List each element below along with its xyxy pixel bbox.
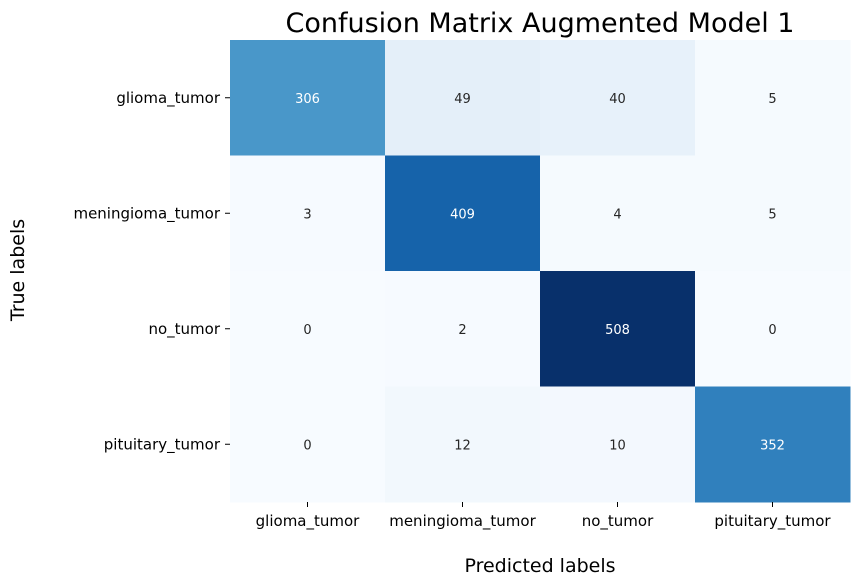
heatmap-cell <box>695 155 851 272</box>
heatmap-cell <box>230 271 386 387</box>
heatmap-cell <box>385 40 541 156</box>
cell-value-label: 5 <box>768 92 776 107</box>
cell-value-label: 12 <box>454 438 471 453</box>
heatmap-cell <box>540 40 696 156</box>
cell-value-label: 409 <box>450 207 475 222</box>
x-axis-ticks: glioma_tumor meningioma_tumor no_tumor pitu… <box>256 502 831 531</box>
x-axis-label: Predicted labels <box>464 555 615 577</box>
heatmap-cell <box>695 386 851 503</box>
heatmap-cell <box>385 386 541 503</box>
cell-value-label: 10 <box>609 438 626 453</box>
cell-value-label: 0 <box>768 323 776 338</box>
heatmap-cell <box>540 386 696 503</box>
cell-value-label: 0 <box>303 323 311 338</box>
heatmap-cell <box>230 155 386 272</box>
y-tick-label: meningioma_tumor <box>73 204 220 223</box>
heatmap-cell <box>540 271 696 387</box>
cell-value-label: 352 <box>760 438 785 453</box>
cell-value-label: 2 <box>458 323 466 338</box>
heatmap-cell <box>540 155 696 272</box>
x-tick-label: meningioma_tumor <box>389 512 536 531</box>
x-tick-label: glioma_tumor <box>256 512 361 531</box>
y-axis-ticks: glioma_tumor meningioma_tumor no_tumorpitu… <box>73 89 230 454</box>
heatmap-cell <box>230 386 386 503</box>
y-tick-label: no_tumor <box>148 320 220 339</box>
heatmap-cell <box>385 271 541 387</box>
cell-value-label: 508 <box>605 323 630 338</box>
cell-value-label: 306 <box>295 92 320 107</box>
cell-value-label: 3 <box>303 207 311 222</box>
heatmap-cell <box>695 271 851 387</box>
cell-value-label: 40 <box>609 92 626 107</box>
cell-value-label: 4 <box>613 207 621 222</box>
cell-annotations: 306 49 40 5 3 409 4 5 0 2 508 0 0 12 10 352 <box>295 92 785 454</box>
heatmap-cell <box>230 40 386 156</box>
y-axis-label: True labels <box>7 219 29 322</box>
cell-value-label: 5 <box>768 207 776 222</box>
heatmap-cell <box>385 155 541 272</box>
chart-title: Confusion Matrix Augmented Model 1 <box>286 8 795 39</box>
y-tick-label: glioma_tumor <box>116 89 221 108</box>
heatmap-cell <box>695 40 851 156</box>
x-tick-label: no_tumor <box>582 512 654 531</box>
cell-value-label: 0 <box>303 438 311 453</box>
y-tick-label: pituitary_tumor <box>104 435 221 454</box>
heatmap-cells <box>230 40 851 503</box>
cell-value-label: 49 <box>454 92 471 107</box>
x-tick-label: pituitary_tumor <box>714 512 831 531</box>
